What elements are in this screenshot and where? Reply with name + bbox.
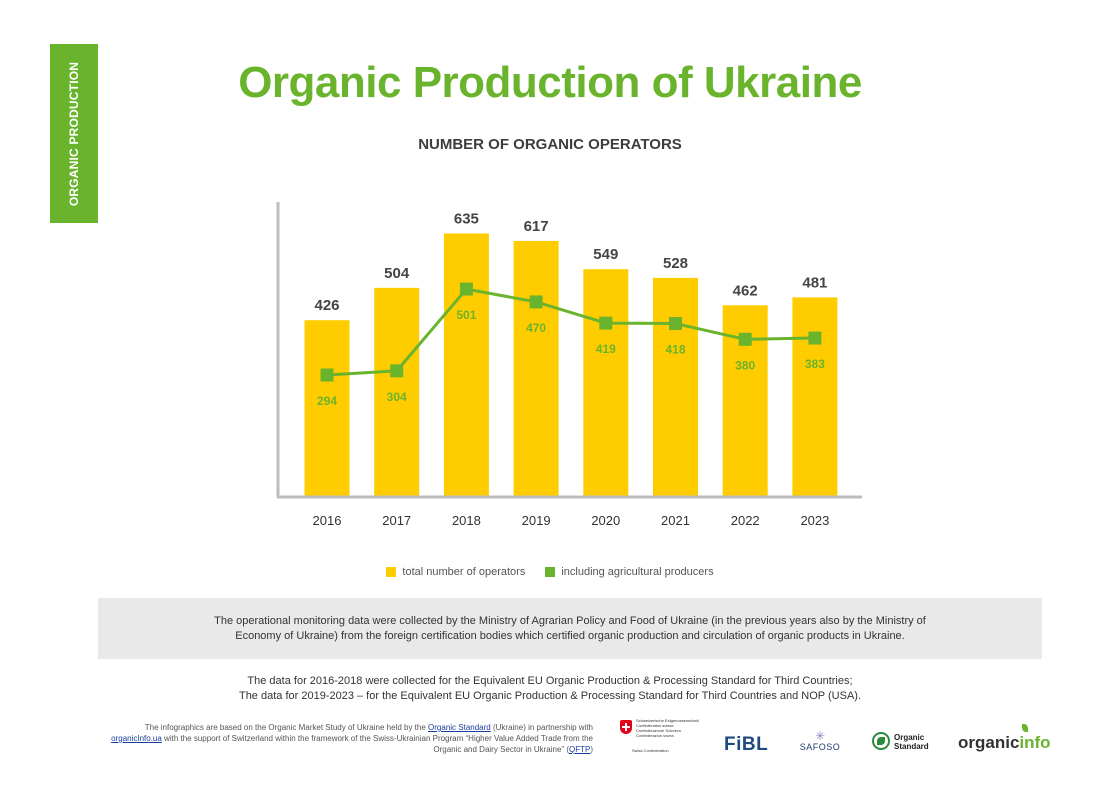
data-source-line-2: The data for 2019-2023 – for the Equival… <box>238 690 862 702</box>
safoso-star-icon: ✳ <box>814 729 826 743</box>
line-marker-2020 <box>599 316 613 330</box>
line-value-label-2021: 418 <box>665 343 685 357</box>
bar-value-label-2020: 549 <box>593 246 618 263</box>
line-value-label-2016: 294 <box>317 394 337 408</box>
credit-part-1: The infographics are based on the Organi… <box>144 723 429 732</box>
legend-label-agricultural: including agricultural producers <box>561 566 714 578</box>
organicinfo-word-1: organic <box>958 733 1020 752</box>
data-source-line-1: The data for 2016-2018 were collected fo… <box>247 675 853 687</box>
line-marker-2023 <box>808 331 822 345</box>
agricultural-producers-line <box>326 287 815 377</box>
line-marker-2017 <box>390 364 404 378</box>
x-tick-label-2023: 2023 <box>800 513 829 528</box>
swiss-cross-icon <box>620 720 632 734</box>
credit-part-2: (Ukraine) in partnership with <box>490 723 593 732</box>
x-tick-label-2018: 2018 <box>452 513 481 528</box>
fibl-logo: FiBL <box>724 734 769 755</box>
chart-subtitle: NUMBER OF ORGANIC OPERATORS <box>418 136 682 153</box>
chart: 426 504 635 617 549 528 462 481 294 304 501 470 419 4… <box>276 202 862 528</box>
line-marker-2018 <box>459 282 473 296</box>
swiss-logo-text: Schweizerische Eidgenossenschaft Confédé… <box>636 718 699 738</box>
organic-standard-logo: Organic Standard <box>872 731 936 755</box>
line-value-label-2019: 470 <box>526 321 546 335</box>
data-source-note: The data for 2016-2018 were collected fo… <box>0 674 1100 704</box>
legend-swatch-agricultural <box>545 567 556 577</box>
bar-2017 <box>374 287 420 497</box>
legend-item-total: total number of operators <box>386 566 525 578</box>
legend-swatch-total <box>386 567 397 577</box>
bar-2019 <box>513 240 559 497</box>
qftp-link[interactable]: QFTP <box>568 745 591 754</box>
safoso-logo: ✳ SAFOSO <box>794 730 846 756</box>
line-value-label-2023: 383 <box>805 357 825 371</box>
x-tick-label-2020: 2020 <box>591 513 620 528</box>
bar-2016 <box>304 320 350 497</box>
organic-standard-logo-text: Organic Standard <box>894 733 929 751</box>
organic-standard-link[interactable]: Organic Standard <box>428 723 491 732</box>
credit-text: The infographics are based on the Organi… <box>98 722 593 755</box>
swiss-line-4: Confederaziun svizra <box>636 733 674 738</box>
bar-value-label-2017: 504 <box>384 265 410 282</box>
bar-value-label-2018: 635 <box>454 210 479 227</box>
bar-2020 <box>583 269 629 497</box>
bar-value-label-2022: 462 <box>733 282 758 299</box>
line-value-label-2020: 419 <box>596 342 616 356</box>
swiss-confederation-logo: Schweizerische Eidgenossenschaft Confédé… <box>620 718 710 758</box>
safoso-logo-text: SAFOSO <box>799 742 841 752</box>
x-tick-label-2019: 2019 <box>522 513 551 528</box>
swiss-line-1: Schweizerische Eidgenossenschaft <box>636 718 699 723</box>
legend: total number of operators including agri… <box>0 566 1100 578</box>
line-value-label-2018: 501 <box>456 308 476 322</box>
swiss-logo-caption: Swiss Confederation <box>632 748 669 753</box>
swiss-line-2: Confédération suisse <box>636 723 674 728</box>
organicinfo-link[interactable]: organicInfo.ua <box>111 734 162 743</box>
x-tick-label-2022: 2022 <box>731 513 760 528</box>
line-marker-2016 <box>320 368 334 382</box>
organicinfo-logo: organicinfo <box>958 724 1051 753</box>
line-marker-2021 <box>669 317 682 331</box>
organicinfo-leaf-icon <box>1022 724 1028 732</box>
legend-item-agricultural: including agricultural producers <box>545 566 714 578</box>
page-title: Organic Production of Ukraine <box>238 58 862 107</box>
monitoring-note: The operational monitoring data were col… <box>98 598 1042 659</box>
organic-standard-leaf-icon <box>872 732 890 750</box>
bar-value-label-2023: 481 <box>802 274 827 291</box>
line-marker-2022 <box>738 332 752 346</box>
line-marker-2019 <box>529 295 543 309</box>
bar-2023 <box>792 297 838 497</box>
monitoring-note-text: The operational monitoring data were col… <box>214 614 926 642</box>
x-tick-label-2021: 2021 <box>661 513 690 528</box>
bar-2021 <box>653 277 698 497</box>
bar-value-label-2019: 617 <box>524 218 549 235</box>
organic-standard-word-2: Standard <box>894 742 929 751</box>
organicinfo-word-2: info <box>1019 733 1051 752</box>
line-value-label-2017: 304 <box>387 390 407 404</box>
line-value-label-2022: 380 <box>735 358 755 372</box>
x-tick-label-2017: 2017 <box>382 513 411 528</box>
x-tick-label-2016: 2016 <box>313 513 342 528</box>
credit-part-4: ) <box>590 745 593 754</box>
bar-value-label-2016: 426 <box>314 297 339 314</box>
side-tab: ORGANIC PRODUCTION <box>50 44 98 223</box>
legend-label-total: total number of operators <box>402 566 526 578</box>
bar-2018 <box>443 233 489 497</box>
credit-part-3: with the support of Switzerland within t… <box>161 734 593 754</box>
bar-value-label-2021: 528 <box>663 255 688 272</box>
organic-standard-word-1: Organic <box>894 733 925 742</box>
swiss-line-3: Confederazione Svizzera <box>636 728 681 733</box>
